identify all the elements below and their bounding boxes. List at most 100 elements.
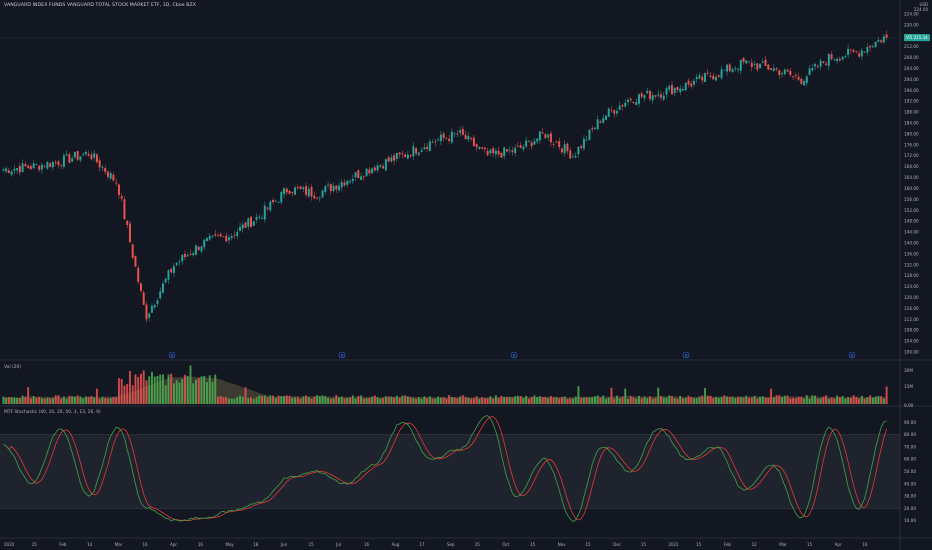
candle-body xyxy=(98,160,101,168)
volume-bar xyxy=(159,374,162,404)
candle-body xyxy=(192,253,195,256)
time-axis-tick: Mar xyxy=(115,542,123,547)
volume-bar xyxy=(764,397,767,404)
candle-body xyxy=(164,278,167,283)
volume-bar xyxy=(93,397,96,404)
candle-body xyxy=(349,180,352,183)
volume-bar xyxy=(299,398,302,404)
candle-body xyxy=(225,235,228,242)
candle-body xyxy=(858,53,861,57)
candle-body xyxy=(695,76,698,80)
volume-bar xyxy=(569,398,572,404)
time-axis-tick: 2020 xyxy=(4,542,15,547)
volume-bar xyxy=(489,396,492,404)
volume-bar xyxy=(228,398,230,404)
candle-body xyxy=(613,110,616,114)
dividend-marker-icon xyxy=(848,351,856,359)
candle-body xyxy=(84,151,87,155)
candle-body xyxy=(340,182,343,188)
volume-bar xyxy=(885,386,888,404)
candle-body xyxy=(428,141,431,151)
volume-bar xyxy=(621,396,624,404)
volume-bar xyxy=(715,396,717,404)
volume-bar xyxy=(412,398,415,404)
volume-bar xyxy=(549,396,552,404)
volume-bar xyxy=(420,398,423,404)
volume-bar xyxy=(448,395,451,404)
candle-body xyxy=(299,186,302,190)
volume-bar xyxy=(101,396,104,404)
candle-body xyxy=(40,164,43,170)
candle-body xyxy=(805,76,808,84)
candle-body xyxy=(49,163,52,167)
dividend-marker-icon xyxy=(168,351,176,359)
volume-bar xyxy=(646,398,649,404)
candle-body xyxy=(247,218,250,227)
volume-bar xyxy=(706,395,709,404)
volume-bar xyxy=(690,397,693,404)
candle-body xyxy=(701,76,704,81)
volume-bar xyxy=(726,396,728,404)
price-axis-tick: 100.00 xyxy=(904,350,919,355)
volume-bar xyxy=(2,396,5,404)
candle-body xyxy=(126,220,129,225)
volume-bar xyxy=(211,381,214,404)
volume-bar xyxy=(24,396,27,404)
volume-bar xyxy=(87,396,90,404)
volume-bar xyxy=(244,387,247,404)
price-axis-tick: 136.00 xyxy=(904,251,919,256)
candle-body xyxy=(852,50,855,52)
volume-bar xyxy=(417,397,420,404)
volume-bar xyxy=(329,398,332,404)
volume-bar xyxy=(503,396,506,404)
candle-body xyxy=(838,58,841,61)
symbol-title: VANGUARD INDEX FUNDS VANGUARD TOTAL STOC… xyxy=(4,3,197,8)
volume-bar xyxy=(877,395,880,404)
price-axis-tick: 112.00 xyxy=(904,317,919,322)
volume-bar xyxy=(167,374,170,404)
candle-body xyxy=(571,156,574,158)
candle-body xyxy=(657,94,660,96)
volume-bar xyxy=(343,398,346,404)
volume-bar xyxy=(847,397,850,404)
candle-body xyxy=(618,105,621,110)
volume-bar xyxy=(662,397,665,404)
price-axis-tick: 152.00 xyxy=(904,208,919,213)
volume-bar xyxy=(445,398,448,404)
candle-body xyxy=(316,197,319,199)
volume-bar xyxy=(756,398,759,404)
candle-body xyxy=(814,64,817,67)
volume-bar xyxy=(654,397,657,404)
volume-bar xyxy=(236,396,239,404)
volume-bar xyxy=(13,397,16,404)
volume-bar xyxy=(693,398,695,404)
volume-bar xyxy=(596,395,599,404)
price-axis-tick: 156.00 xyxy=(904,197,919,202)
volume-bar xyxy=(602,395,605,404)
volume-bar xyxy=(208,375,211,404)
volume-bar xyxy=(833,398,836,404)
volume-bar xyxy=(18,397,21,404)
volume-bar xyxy=(472,398,475,404)
volume-bar xyxy=(439,397,442,404)
candle-body xyxy=(764,59,767,66)
volume-bar xyxy=(35,397,38,404)
volume-bar xyxy=(258,395,261,404)
volume-bar xyxy=(112,397,115,404)
candle-body xyxy=(770,68,773,71)
volume-bar xyxy=(687,395,690,404)
volume-bar xyxy=(761,396,764,404)
candle-body xyxy=(162,283,164,293)
candle-body xyxy=(112,174,115,181)
candle-body xyxy=(494,150,497,155)
volume-bar xyxy=(371,396,374,404)
candle-body xyxy=(373,167,376,171)
candle-body xyxy=(255,216,258,220)
candle-body xyxy=(189,254,192,255)
volume-bar xyxy=(27,387,30,404)
candle-body xyxy=(492,148,495,154)
candle-body xyxy=(272,199,274,203)
volume-bar xyxy=(123,385,126,404)
price-axis-tick: 148.00 xyxy=(904,219,919,224)
time-axis-tick: Dec xyxy=(613,542,621,547)
